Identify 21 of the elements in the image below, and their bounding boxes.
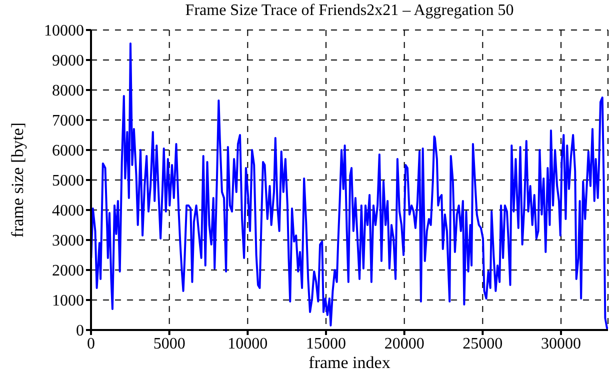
y-tick-label: 7000	[52, 112, 84, 130]
y-tick-label: 2000	[52, 262, 84, 280]
y-tick-label: 3000	[52, 232, 84, 250]
y-tick-label: 5000	[52, 172, 84, 190]
y-axis-title: frame size [byte]	[8, 122, 28, 238]
chart-title: Frame Size Trace of Friends2x21 – Aggregation 50	[184, 2, 515, 20]
y-tick-label: 6000	[52, 142, 84, 160]
x-tick-label: 25000	[462, 335, 503, 352]
x-tick-label: 0	[87, 335, 95, 352]
y-tick-label: 10000	[44, 22, 84, 40]
y-tick-label: 1000	[52, 292, 84, 310]
x-tick-label: 5000	[153, 335, 186, 352]
x-tick-label: 10000	[228, 335, 268, 352]
x-tick-label: 20000	[384, 335, 424, 352]
x-tick-label: 30000	[541, 335, 581, 352]
y-tick-label: 8000	[52, 82, 84, 100]
y-tick-label: 9000	[52, 52, 84, 70]
y-tick-label: 0	[76, 322, 84, 340]
x-axis-title: frame index	[308, 353, 392, 373]
x-tick-label: 15000	[306, 335, 346, 352]
y-tick-label: 4000	[52, 202, 84, 220]
